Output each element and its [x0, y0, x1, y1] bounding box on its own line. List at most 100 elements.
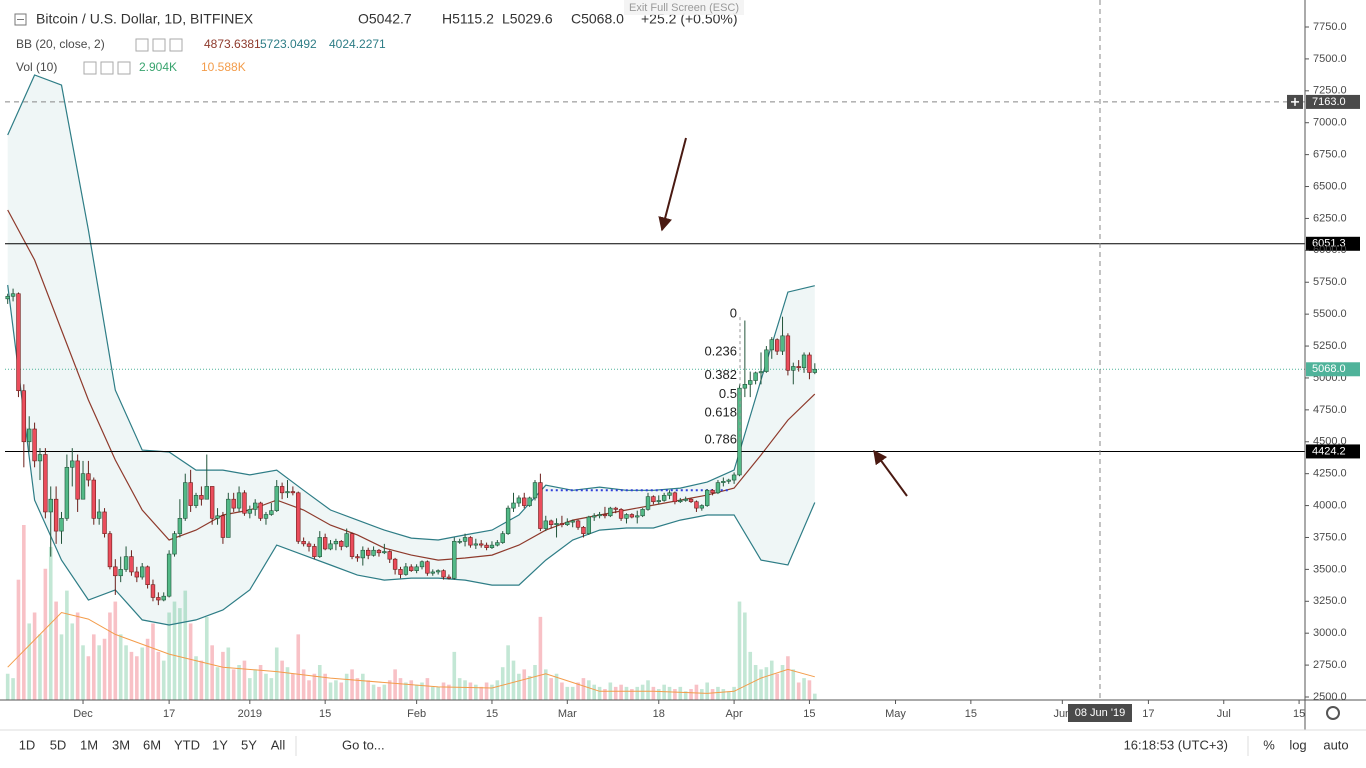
icon[interactable] [169, 38, 183, 52]
volume-bar [705, 682, 709, 700]
volume-bar [210, 645, 214, 700]
interval-button[interactable]: 1Y [212, 737, 228, 752]
y-tick-label: 5250.0 [1313, 340, 1347, 352]
price-badge-label: 4424.2 [1312, 445, 1346, 457]
y-tick-label: 4000.0 [1313, 499, 1347, 511]
goto-button[interactable]: Go to... [342, 737, 385, 752]
candle-body [511, 502, 516, 509]
interval-button[interactable]: 3M [112, 737, 130, 752]
candle-body [398, 569, 403, 575]
volume-bar [673, 689, 677, 700]
candle-body [597, 514, 602, 517]
collapse-icon[interactable] [14, 13, 27, 26]
volume-bar [791, 669, 796, 700]
candle-body [570, 520, 575, 523]
candle-body [366, 549, 371, 556]
candle-body [688, 498, 694, 503]
interval-button[interactable]: 1M [80, 737, 98, 752]
interval-button[interactable]: 5D [50, 737, 67, 752]
y-tick-label: 3500.0 [1313, 563, 1347, 575]
scale-button[interactable]: % [1263, 737, 1275, 752]
price-badge-label: 6051.3 [1312, 238, 1346, 250]
interval-button[interactable]: 1D [19, 737, 36, 752]
candle-body [263, 514, 269, 519]
volume-bar [59, 634, 64, 700]
icon[interactable] [135, 38, 149, 52]
exit-fullscreen-label[interactable]: Exit Full Screen (ESC) [629, 2, 739, 14]
volume-bar [640, 684, 645, 700]
candle-body [322, 537, 328, 550]
y-tick-label: 4750.0 [1313, 404, 1347, 416]
volume-bar [54, 601, 58, 700]
candle-body [785, 335, 791, 371]
y-tick-label: 3250.0 [1313, 595, 1347, 607]
icon[interactable] [83, 61, 97, 75]
ohlc-low: L5029.6 [502, 11, 553, 27]
volume-bar [452, 651, 457, 700]
volume-bar [721, 689, 726, 700]
volume-bar [86, 656, 91, 700]
bottom-bar [0, 730, 1366, 768]
candle-body [774, 339, 780, 352]
interval-button[interactable]: YTD [174, 737, 200, 752]
volume-bar [398, 678, 403, 700]
volume-bar [689, 689, 693, 700]
candle-body [215, 515, 220, 519]
candle-body [618, 509, 624, 519]
volume-bar [172, 601, 177, 700]
scale-button[interactable]: auto [1323, 737, 1348, 752]
candle-body [479, 543, 484, 546]
exit-fullscreen-button[interactable] [624, 0, 744, 15]
x-tick-label: Feb [407, 708, 426, 720]
volume-bar [587, 680, 591, 700]
icon[interactable] [100, 61, 114, 75]
candle-body [96, 511, 102, 519]
interval-button[interactable]: All [271, 737, 286, 752]
volume-bar [775, 673, 779, 700]
volume-bar [118, 634, 123, 700]
symbol-title[interactable]: Bitcoin / U.S. Dollar, 1D, BITFINEX [36, 11, 254, 27]
candle-body [468, 537, 473, 546]
candle-body [726, 479, 731, 482]
volume-bar [269, 678, 274, 700]
settings-icon[interactable] [1326, 706, 1340, 720]
y-tick-label: 7750.0 [1313, 21, 1347, 33]
plot-area [5, 0, 1305, 700]
candle-body [5, 295, 10, 300]
interval-button[interactable]: 5Y [241, 737, 257, 752]
bb-upper-value: 5723.0492 [260, 37, 317, 51]
candle-body [86, 473, 91, 481]
volume-bar [312, 673, 317, 700]
scale-button[interactable]: log [1289, 737, 1306, 752]
volume-bar [646, 680, 650, 700]
icon[interactable] [117, 61, 131, 75]
candle-body [279, 486, 285, 494]
volume-bar [780, 665, 785, 700]
volume-bar [726, 691, 731, 700]
candle-body [134, 571, 140, 578]
icon[interactable] [152, 38, 166, 52]
volume-bar [581, 678, 586, 700]
volume-bar [635, 686, 640, 700]
vol-legend-label[interactable]: Vol (10) [16, 60, 57, 74]
volume-bar [468, 682, 473, 700]
candle-body [753, 372, 758, 381]
candle-body [285, 491, 290, 494]
volume-bar [231, 669, 236, 700]
interval-button[interactable]: 6M [143, 737, 161, 752]
volume-bar [361, 673, 365, 700]
volume-bar [355, 678, 360, 700]
candle-body [769, 339, 774, 351]
candle-body [748, 380, 753, 385]
candle-body [80, 473, 86, 500]
candle-body [102, 511, 107, 534]
volume-bar [264, 673, 268, 700]
volume-bar [382, 684, 387, 700]
candle-body [731, 474, 737, 481]
volume-bar [124, 645, 128, 700]
bb-legend-label[interactable]: BB (20, close, 2) [16, 37, 105, 51]
volume-bar [549, 678, 553, 700]
volume-bar [447, 684, 451, 700]
volume-bar [393, 669, 397, 700]
candle-body [414, 566, 419, 571]
